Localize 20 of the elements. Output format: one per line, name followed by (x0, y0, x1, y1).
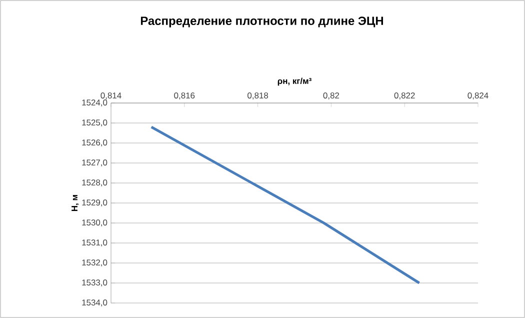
y-tick-label: 1525,0 (82, 120, 108, 126)
x-tick-label: 0,822 (394, 92, 415, 100)
y-tick-label: 1532,0 (82, 260, 108, 266)
y-tick-label: 1534,0 (82, 300, 108, 306)
y-tick-label: 1526,0 (82, 140, 108, 146)
y-tick-label: 1533,0 (82, 280, 108, 286)
x-tick-label: 0,816 (174, 92, 195, 100)
chart-title: Распределение плотности по длине ЭЦН (140, 16, 384, 28)
x-tick-label: 0,818 (248, 92, 268, 100)
y-tick-label: 1529,0 (82, 200, 108, 206)
y-tick-label: 1531,0 (82, 240, 108, 246)
y-axis-title: Н, м (72, 195, 79, 211)
y-tick-label: 1524,0 (82, 100, 108, 106)
x-tick-label: 0,82 (323, 92, 340, 100)
x-tick-label: 0,814 (100, 92, 122, 100)
y-tick-label: 1527,0 (82, 160, 108, 166)
x-tick-label: 0,824 (468, 92, 488, 100)
x-axis-title: ρн, кг/м³ (278, 78, 312, 86)
y-tick-label: 1530,0 (82, 220, 108, 226)
y-tick-label: 1528,0 (82, 180, 108, 186)
